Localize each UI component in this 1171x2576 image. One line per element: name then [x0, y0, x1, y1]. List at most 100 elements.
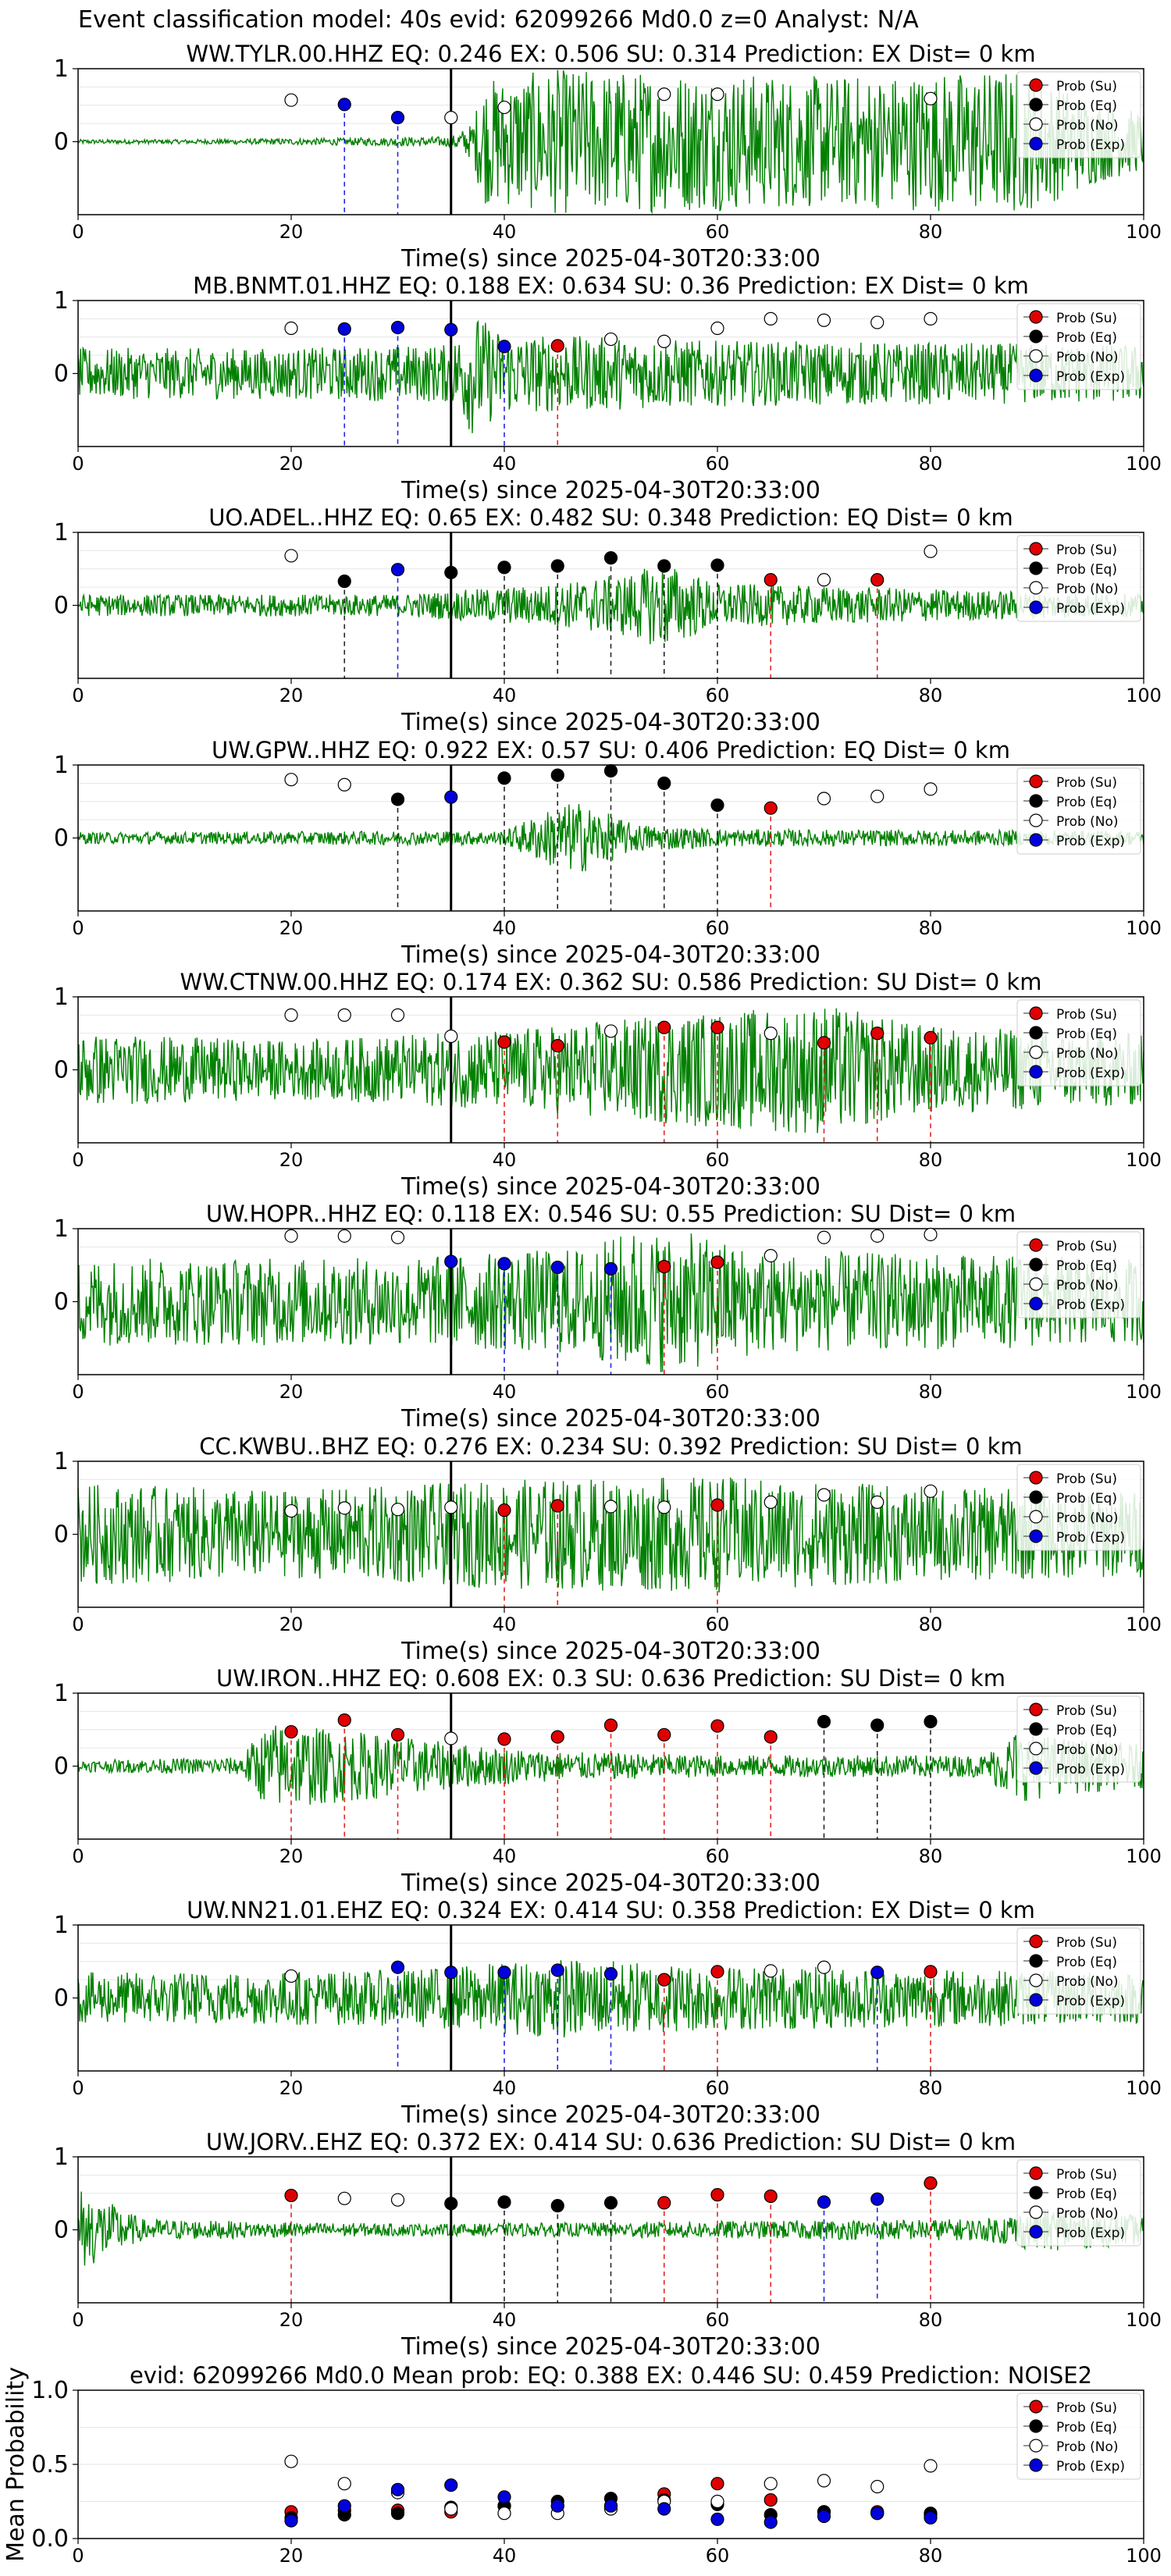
- x-tick-label: 20: [279, 1149, 304, 1171]
- probability-point-su: [710, 1965, 724, 1979]
- waveform-trace: [77, 1233, 1144, 1372]
- x-tick-label: 100: [1126, 453, 1162, 475]
- probability-point-no: [763, 1248, 778, 1263]
- probability-point-no: [710, 87, 724, 101]
- probability-point-no: [284, 773, 298, 787]
- mean-probability-point-no: [763, 2477, 778, 2491]
- x-tick-label: 60: [706, 2545, 730, 2567]
- probability-point-su: [763, 801, 778, 815]
- x-tick-label: 40: [493, 2077, 517, 2099]
- probability-point-no: [924, 544, 938, 558]
- y-tick-label: 0: [54, 1753, 69, 1781]
- subplot-title: CC.KWBU..BHZ EQ: 0.276 EX: 0.234 SU: 0.3…: [199, 1433, 1022, 1460]
- legend-label: Prob (Su): [1056, 543, 1117, 558]
- y-tick-label: 0: [54, 129, 69, 156]
- legend: Prob (Su) Prob (Eq) Prob (No) Prob (Exp): [1016, 535, 1141, 622]
- subplot-2: MB.BNMT.01.HHZ EQ: 0.188 EX: 0.634 SU: 0…: [54, 272, 1162, 504]
- mean-probability-point-exp: [657, 2502, 671, 2516]
- legend-label: Prob (Su): [1056, 775, 1117, 791]
- legend: Prob (Su) Prob (Eq) Prob (No) Prob (Exp): [1016, 767, 1141, 855]
- y-tick-label: 0: [54, 1289, 69, 1316]
- x-tick-label: 100: [1126, 2077, 1162, 2099]
- probability-point-su: [337, 1713, 351, 1727]
- probability-point-no: [444, 111, 458, 125]
- x-tick-label: 80: [919, 917, 943, 939]
- mean-probability-point-exp: [444, 2478, 458, 2492]
- x-tick-label: 40: [493, 685, 517, 706]
- probability-point-no: [924, 782, 938, 796]
- legend-marker-no: [1029, 581, 1043, 595]
- legend-label: Prob (Exp): [1056, 369, 1125, 385]
- legend-marker-su: [1029, 1238, 1043, 1252]
- y-tick-label: 0: [54, 1521, 69, 1549]
- legend-label: Prob (Exp): [1056, 601, 1125, 617]
- legend-label: Prob (Exp): [1056, 1994, 1125, 2009]
- subplot-8: UW.IRON..HHZ EQ: 0.608 EX: 0.3 SU: 0.636…: [54, 1665, 1162, 1897]
- probability-point-su: [710, 1498, 724, 1512]
- probability-point-no: [763, 1964, 778, 1978]
- legend-box: [1016, 303, 1141, 390]
- legend: Prob (Su) Prob (Eq) Prob (No) Prob (Exp): [1016, 2393, 1141, 2480]
- probability-point-su: [657, 1727, 671, 1742]
- subplot-title: UW.JORV..EHZ EQ: 0.372 EX: 0.414 SU: 0.6…: [206, 2129, 1016, 2155]
- waveform-trace: [77, 69, 1144, 215]
- probability-point-su: [550, 1730, 564, 1744]
- probability-point-exp: [497, 1257, 511, 1271]
- mean-probability-point-no: [337, 2477, 351, 2491]
- subplot-title: MB.BNMT.01.HHZ EQ: 0.188 EX: 0.634 SU: 0…: [193, 272, 1029, 299]
- mean-probability-point-exp: [870, 2507, 884, 2521]
- y-axis-label: Mean Probability: [2, 2367, 30, 2562]
- x-tick-label: 40: [493, 1614, 517, 1635]
- legend-label: Prob (Eq): [1056, 1955, 1117, 1970]
- legend-marker-no: [1029, 2205, 1043, 2219]
- x-tick-label: 60: [706, 1845, 730, 1867]
- x-tick-label: 100: [1126, 2309, 1162, 2331]
- legend-marker-eq: [1029, 2186, 1043, 2200]
- probability-point-no: [763, 1495, 778, 1509]
- probability-point-exp: [444, 322, 458, 336]
- legend-label: Prob (Exp): [1056, 1066, 1125, 1081]
- subplot-3: UO.ADEL..HHZ EQ: 0.65 EX: 0.482 SU: 0.34…: [54, 504, 1162, 736]
- probability-point-eq: [870, 1718, 884, 1732]
- legend-label: Prob (Exp): [1056, 1530, 1125, 1546]
- x-tick-label: 60: [706, 1614, 730, 1635]
- x-tick-label: 60: [706, 453, 730, 475]
- probability-point-exp: [390, 563, 405, 577]
- waveform-trace: [77, 568, 1144, 645]
- probability-point-su: [924, 1965, 938, 1979]
- legend-label: Prob (No): [1056, 1510, 1119, 1526]
- probability-point-no: [817, 1488, 831, 1502]
- x-tick-label: 40: [493, 1149, 517, 1171]
- probability-point-no: [337, 777, 351, 792]
- probability-point-su: [550, 339, 564, 353]
- probability-point-no: [763, 1026, 778, 1041]
- probability-point-su: [657, 1260, 671, 1274]
- waveform-trace: [77, 1008, 1144, 1133]
- x-tick-label: 100: [1126, 1845, 1162, 1867]
- probability-point-no: [924, 91, 938, 105]
- subplot-11: evid: 62099266 Md0.0 Mean prob: EQ: 0.38…: [2, 2362, 1162, 2567]
- legend: Prob (Su) Prob (Eq) Prob (No) Prob (Exp): [1016, 1695, 1141, 1783]
- x-tick-label: 20: [279, 685, 304, 706]
- legend-marker-no: [1029, 1277, 1043, 1291]
- probability-point-exp: [444, 1966, 458, 1980]
- probability-point-exp: [390, 320, 405, 335]
- probability-point-no: [657, 1500, 671, 1514]
- x-tick-label: 20: [279, 1381, 304, 1403]
- x-axis-label: Time(s) since 2025-04-30T20:33:00: [400, 1638, 820, 1665]
- legend: Prob (Su) Prob (Eq) Prob (No) Prob (Exp): [1016, 1927, 1141, 2015]
- probability-point-exp: [870, 1966, 884, 1980]
- legend-label: Prob (Su): [1056, 1007, 1117, 1023]
- probability-point-eq: [497, 2195, 511, 2209]
- legend-marker-eq: [1029, 2419, 1043, 2433]
- legend-marker-no: [1029, 1742, 1043, 1756]
- probability-point-no: [444, 1029, 458, 1044]
- waveform-trace: [77, 1477, 1144, 1593]
- probability-point-no: [603, 1024, 618, 1038]
- y-tick-label: 1: [54, 1912, 69, 1939]
- y-tick-label: 1: [54, 1680, 69, 1707]
- legend-label: Prob (No): [1056, 1974, 1119, 1990]
- x-axis-label: Time(s) since 2025-04-30T20:33:00: [400, 477, 820, 504]
- probability-point-exp: [390, 111, 405, 125]
- probability-point-su: [763, 2189, 778, 2204]
